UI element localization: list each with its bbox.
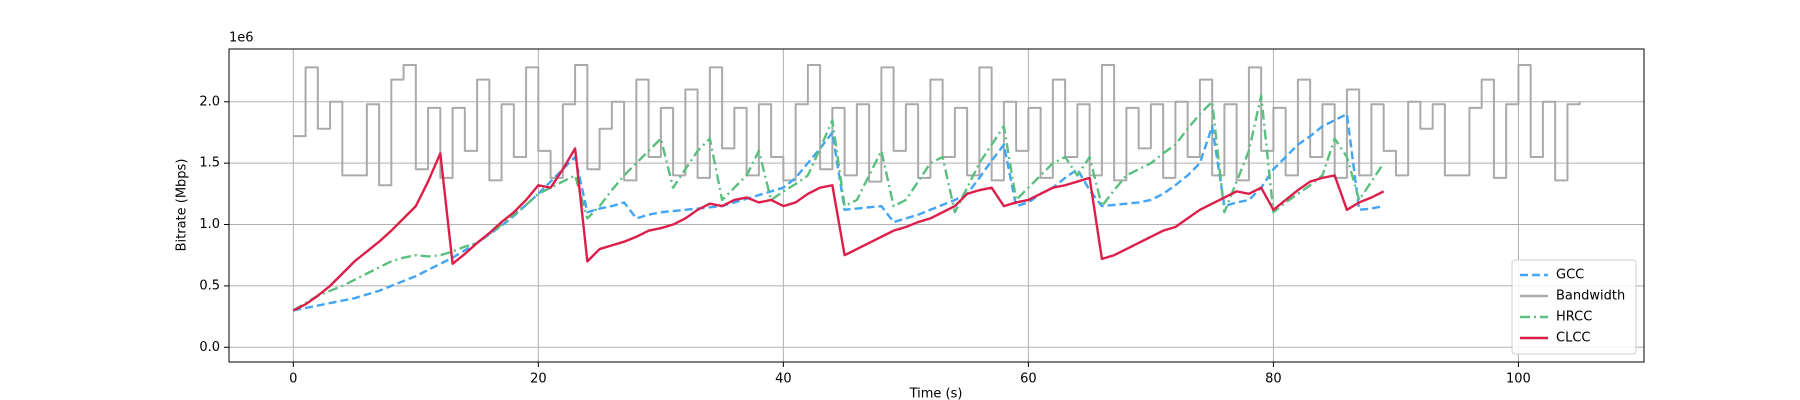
y-tick-label: 1.5 [199, 156, 220, 171]
x-tick-label: 40 [775, 372, 792, 387]
y-tick-label: 1.0 [199, 217, 220, 232]
legend-label: Bandwidth [1556, 289, 1625, 304]
series-line [292, 94, 1385, 312]
x-axis-label: Time (s) [909, 387, 963, 400]
x-tick-label: 100 [1506, 372, 1531, 387]
x-tick-label: 0 [289, 372, 297, 387]
legend-box [1511, 259, 1637, 355]
legend-label: GCC [1556, 268, 1584, 283]
legend-label: CLCC [1556, 331, 1590, 346]
y-offset-label: 1e6 [229, 31, 254, 46]
y-tick-label: 0.0 [199, 340, 220, 355]
legend-label: HRCC [1556, 310, 1592, 325]
y-axis-label: Bitrate (Mbps) [175, 159, 190, 252]
series-line [293, 112, 1384, 312]
series-line [293, 63, 1581, 187]
y-tick-label: 2.0 [199, 94, 220, 109]
x-tick-label: 80 [1265, 372, 1282, 387]
y-tick-label: 0.5 [199, 278, 220, 293]
x-tick-label: 20 [530, 372, 547, 387]
x-tick-label: 60 [1020, 372, 1037, 387]
plot-frame [228, 48, 1645, 363]
series-line [292, 147, 1385, 312]
